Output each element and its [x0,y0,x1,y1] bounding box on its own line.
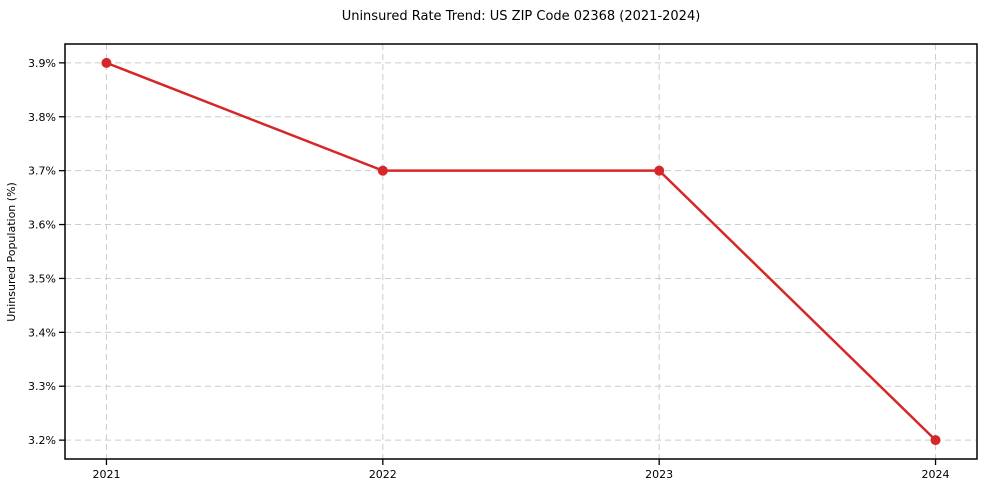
y-tick-label: 3.8% [28,111,56,124]
grid-lines [65,44,977,459]
y-tick-label: 3.7% [28,165,56,178]
y-tick-label: 3.9% [28,57,56,70]
data-series [101,57,941,446]
y-tick-label: 3.2% [28,434,56,447]
axis-tick-labels: 3.2% 3.3% 3.4% 3.5% 3.6% 3.7% 3.8% 3.9% 2021 2022… [28,57,949,481]
y-axis-label: Uninsured Population (%) [5,182,18,322]
x-tick-label: 2024 [922,468,950,481]
data-point-marker [930,435,941,446]
trend-line [105,61,937,442]
x-tick-label: 2022 [369,468,397,481]
data-point-marker [377,165,388,176]
x-tick-label: 2021 [92,468,120,481]
plot-border [64,43,978,460]
y-tick-label: 3.3% [28,380,56,393]
data-point-marker [101,57,112,68]
y-tick-label: 3.4% [28,326,56,339]
chart-title: Uninsured Rate Trend: US ZIP Code 02368 … [342,9,701,24]
axis-ticks [59,62,937,465]
y-tick-label: 3.6% [28,219,56,232]
x-tick-label: 2023 [645,468,673,481]
y-tick-label: 3.5% [28,272,56,285]
axes-frame [64,43,978,460]
data-point-marker [654,165,665,176]
